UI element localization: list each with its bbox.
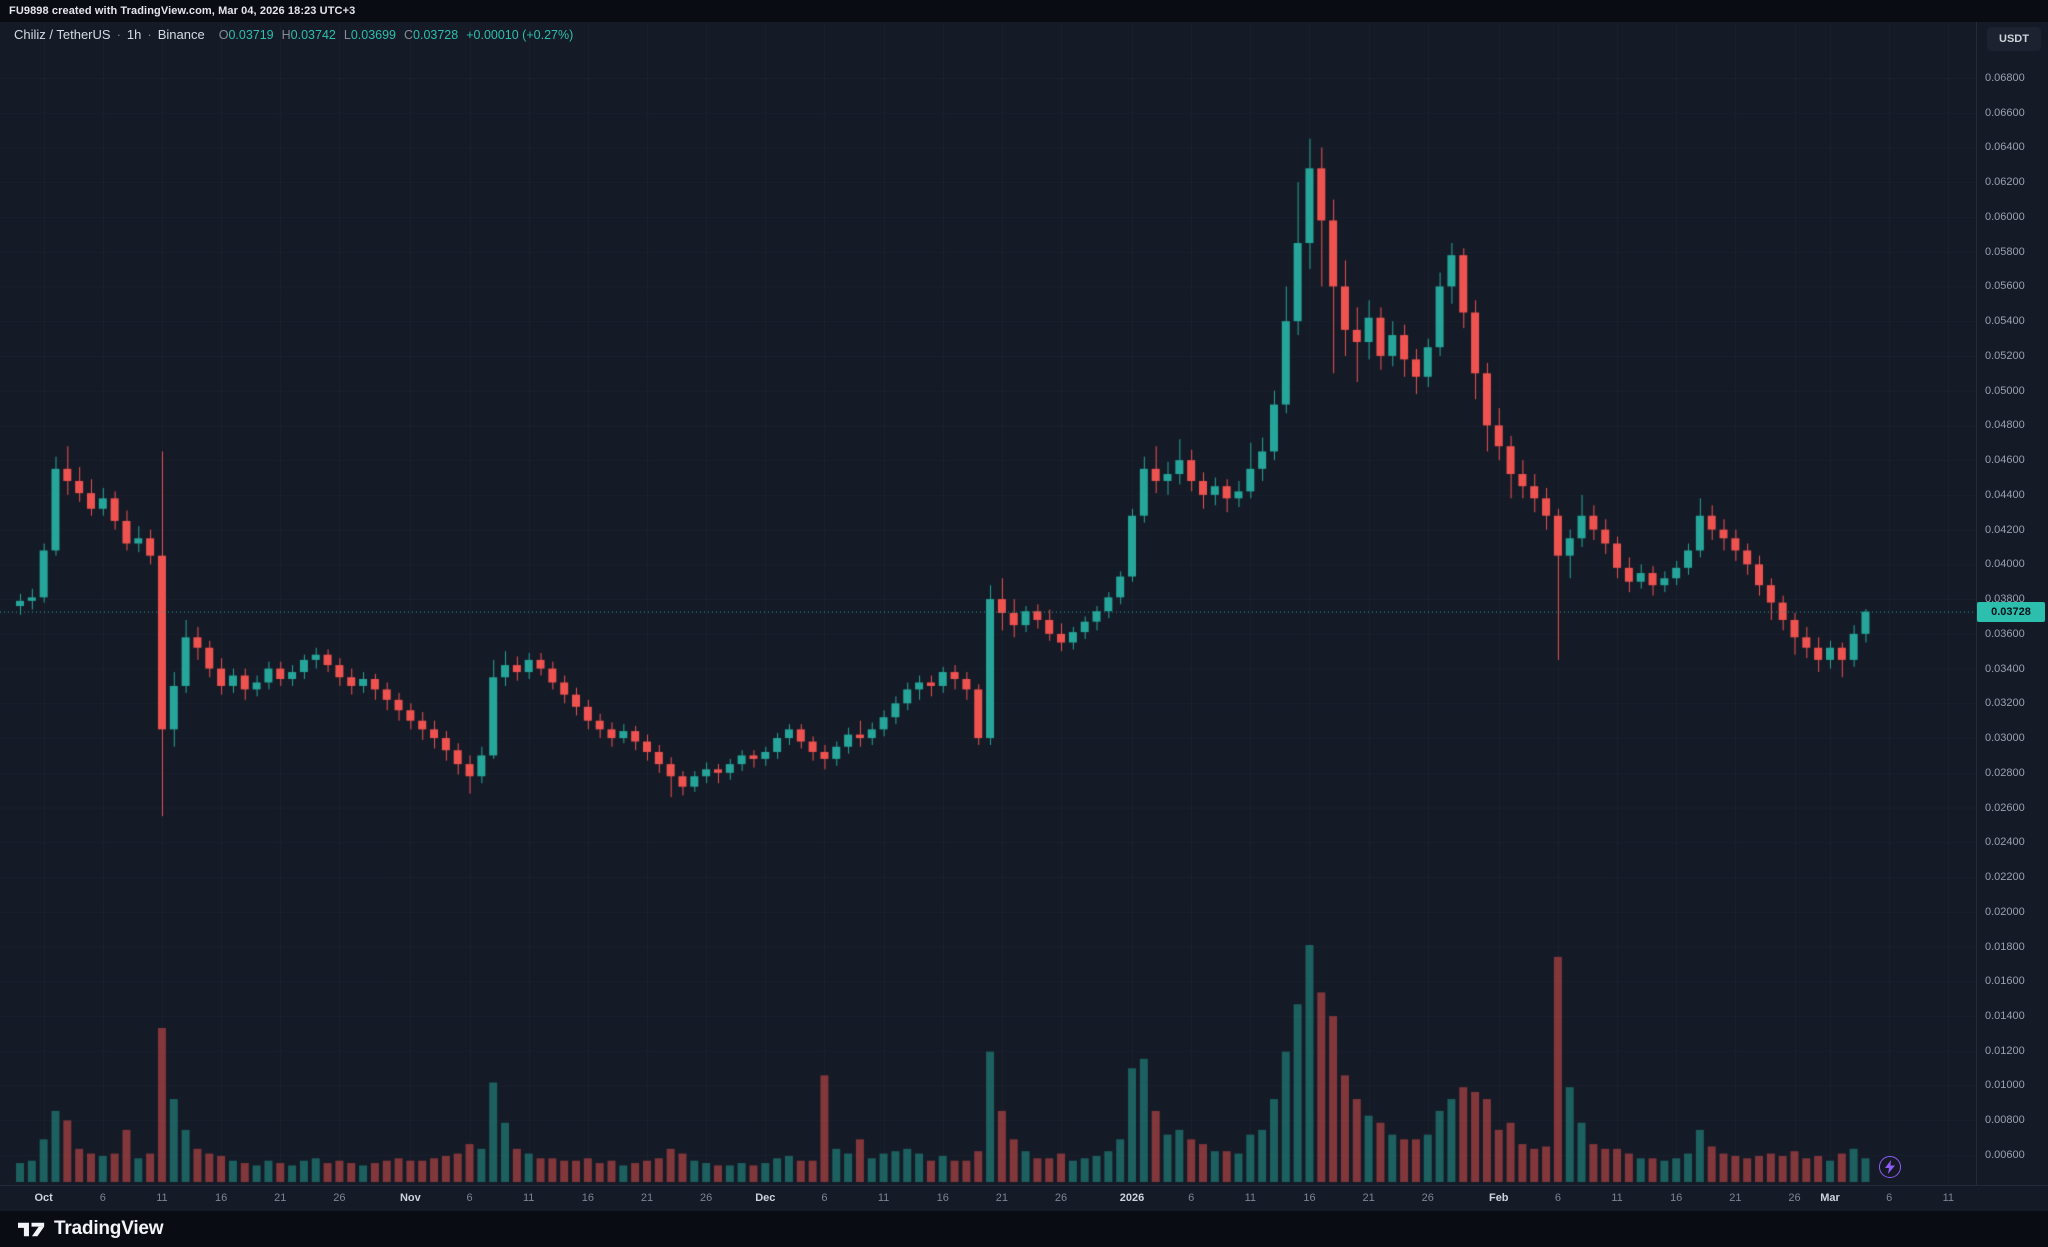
change-value: +0.00010 (+0.27%) [466, 28, 574, 42]
price-axis-label: 0.04600 [1985, 454, 2025, 467]
time-axis-label: 21 [640, 1192, 654, 1204]
price-axis-label: 0.04200 [1985, 523, 2025, 536]
price-axis-label: 0.04800 [1985, 419, 2025, 432]
tradingview-logo-text: TradingView [54, 1218, 164, 1239]
price-axis-label: 0.01600 [1985, 975, 2025, 988]
last-price-label: 0.03728 [1977, 601, 2045, 622]
close-value: 0.03728 [413, 28, 459, 42]
time-axis-label: 11 [877, 1192, 890, 1204]
lightning-button[interactable] [1879, 1156, 1901, 1178]
time-axis-label: Mar [1820, 1192, 1840, 1204]
price-axis-label: 0.02400 [1985, 836, 2025, 849]
footer: TradingView [0, 1211, 2048, 1247]
time-axis-label: 26 [1054, 1192, 1068, 1204]
price-axis-label: 0.00800 [1985, 1114, 2025, 1127]
price-axis-label: 0.06800 [1985, 72, 2025, 84]
price-axis-label: 0.05600 [1985, 280, 2025, 293]
open-value: 0.03719 [228, 28, 274, 42]
time-axis-label: 21 [1729, 1192, 1742, 1204]
time-axis-label: 26 [700, 1192, 713, 1204]
price-axis-label: 0.01000 [1985, 1079, 2025, 1092]
time-axis-label: 6 [99, 1192, 106, 1204]
currency-button[interactable]: USDT [1987, 27, 2041, 51]
legend: Chiliz / TetherUS · 1h · Binance O0.0371… [14, 27, 573, 42]
price-axis-label: 0.03600 [1985, 627, 2025, 640]
time-axis-label: 26 [333, 1192, 346, 1204]
price-axis-label: 0.03000 [1985, 732, 2025, 745]
legend-separator: · [116, 27, 121, 42]
exchange-label: Binance [157, 27, 205, 42]
time-axis-label: 21 [1362, 1192, 1375, 1204]
time-axis-label: 16 [1670, 1192, 1683, 1204]
price-axis-label: 0.06000 [1985, 210, 2025, 223]
price-axis-label: 0.03200 [1985, 697, 2025, 710]
time-scale[interactable]: Oct 6 11 16 21 26 Nov 6 11 16 21 26 Dec 6 11 16 21 26 2026… [0, 1185, 2048, 1211]
tradingview-logo-icon [18, 1222, 45, 1236]
top-bar: FU9898 created with TradingView.com, Mar… [0, 0, 2048, 22]
lightning-icon [1885, 1160, 1895, 1174]
time-axis-label: 26 [1788, 1192, 1801, 1204]
price-axis-label: 0.02000 [1985, 905, 2025, 918]
time-axis-label: 11 [1244, 1192, 1257, 1204]
price-axis-label: 0.05000 [1985, 384, 2025, 397]
time-axis-label: 11 [1942, 1192, 1954, 1204]
time-axis-label: 11 [1611, 1192, 1623, 1204]
price-axis-label: 0.06200 [1985, 176, 2025, 189]
price-axis-label: 0.00600 [1985, 1148, 2025, 1161]
time-axis-label: 6 [821, 1192, 828, 1204]
low-label: L [343, 28, 351, 42]
price-axis-label: 0.04000 [1985, 558, 2025, 571]
time-axis-label: 16 [1303, 1192, 1316, 1204]
price-axis-label: 0.02600 [1985, 801, 2025, 814]
high-readout: H0.03742 [282, 28, 336, 42]
time-axis-label: Nov [399, 1192, 421, 1204]
open-readout: O0.03719 [219, 28, 274, 42]
open-label: O [218, 28, 229, 42]
legend-separator: · [147, 27, 152, 42]
price-axis-label: 0.06400 [1985, 141, 2025, 154]
time-axis-label: 16 [581, 1192, 594, 1204]
price-axis-label: 0.05400 [1985, 315, 2025, 328]
ohlc-readout: O0.03719 H0.03742 L0.03699 C0.03728 +0.0… [219, 28, 574, 42]
symbol-name[interactable]: Chiliz / TetherUS [14, 27, 111, 42]
time-axis-label: 11 [522, 1192, 535, 1204]
tradingview-logo[interactable]: TradingView [18, 1218, 164, 1241]
time-axis-label: Oct [34, 1192, 53, 1204]
interval-label[interactable]: 1h [126, 27, 142, 42]
time-axis-label: 2026 [1119, 1192, 1145, 1204]
time-axis-label: Feb [1488, 1192, 1509, 1204]
time-axis-label: 21 [274, 1192, 287, 1204]
time-axis-label: 26 [1421, 1192, 1434, 1204]
time-axis-label: 16 [936, 1192, 949, 1204]
attribution-text: FU9898 created with TradingView.com, Mar… [9, 5, 356, 17]
time-axis-label: Dec [755, 1192, 776, 1204]
price-axis-label: 0.01800 [1985, 940, 2025, 953]
low-readout: L0.03699 [344, 28, 396, 42]
time-axis-label: 21 [995, 1192, 1008, 1204]
price-axis-label: 0.02200 [1985, 871, 2025, 884]
price-axis-label: 0.01400 [1985, 1009, 2025, 1022]
price-axis-label: 0.05800 [1985, 245, 2025, 258]
high-value: 0.03742 [290, 28, 336, 42]
time-axis-label: 6 [1554, 1192, 1561, 1204]
price-axis-label: 0.02800 [1985, 766, 2025, 779]
price-axis-label: 0.05200 [1985, 349, 2025, 362]
high-label: H [281, 28, 291, 42]
price-axis-label: 0.03400 [1985, 662, 2025, 675]
time-axis-label: 6 [466, 1192, 473, 1204]
time-axis-label: 16 [214, 1192, 228, 1204]
close-label: C [404, 28, 414, 42]
close-readout: C0.03728 [404, 28, 458, 42]
price-axis-label: 0.04400 [1985, 488, 2025, 501]
price-axis-label: 0.06600 [1985, 106, 2025, 119]
time-axis-label: 6 [1188, 1192, 1195, 1204]
time-axis-label: 11 [156, 1192, 168, 1204]
low-value: 0.03699 [350, 28, 396, 42]
chart-canvas[interactable] [0, 22, 1976, 1185]
time-axis-label: 6 [1886, 1192, 1893, 1204]
price-axis-label: 0.01200 [1985, 1044, 2025, 1057]
